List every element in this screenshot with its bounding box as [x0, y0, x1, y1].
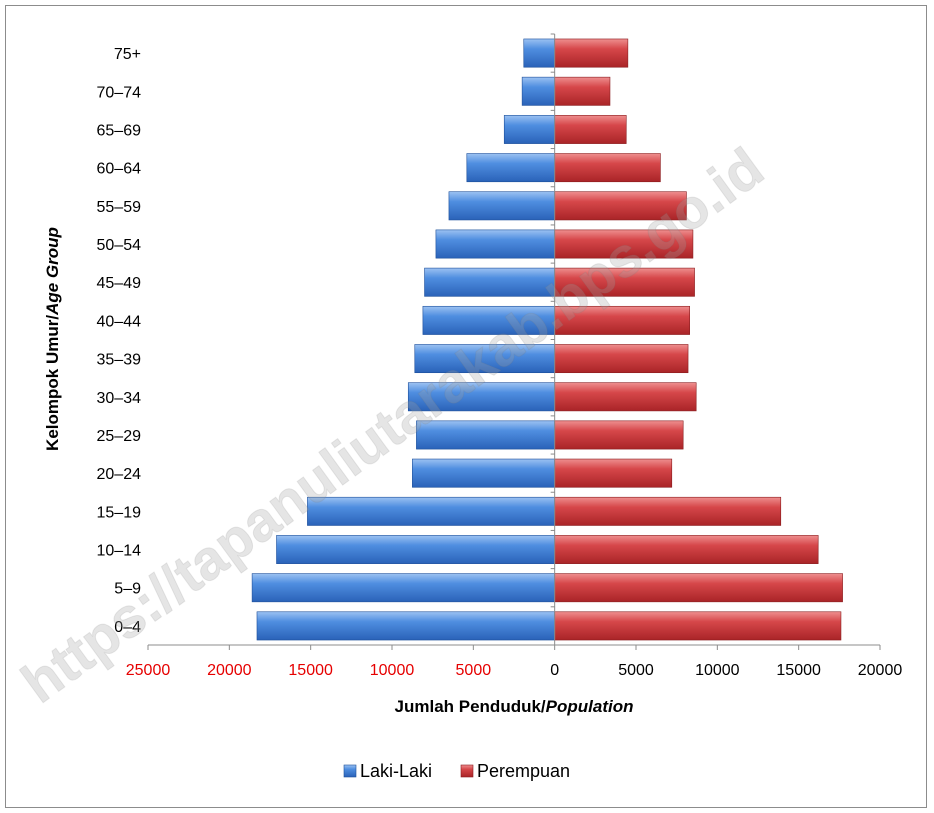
bar-laki-laki-1: [251, 573, 555, 603]
bar-laki-laki-4: [412, 458, 555, 488]
bar-perempuan-14: [554, 76, 611, 106]
axes-group: [147, 33, 881, 650]
bar-laki-laki-12: [466, 153, 555, 183]
bar-perempuan-11: [554, 191, 687, 221]
bar-laki-laki-7: [414, 344, 555, 374]
bar-laki-laki-3: [307, 496, 555, 526]
x-tick-label: 20000: [858, 662, 903, 679]
y-tick-label: 75+: [114, 46, 141, 63]
bar-laki-laki-11: [448, 191, 555, 221]
x-tick-label: 10000: [370, 662, 415, 679]
legend-label-laki-laki: Laki-Laki: [360, 761, 432, 781]
bar-perempuan-15: [554, 38, 629, 68]
x-tick-label: 10000: [695, 662, 740, 679]
legend-label-perempuan: Perempuan: [477, 761, 570, 781]
x-axis-title: Jumlah Penduduk/Population: [395, 697, 634, 716]
y-tick-label: 20–24: [97, 466, 142, 483]
bar-perempuan-10: [554, 229, 694, 259]
y-tick-label: 60–64: [97, 161, 142, 178]
bar-perempuan-7: [554, 344, 689, 374]
bar-laki-laki-9: [424, 267, 555, 297]
bar-laki-laki-5: [416, 420, 555, 450]
y-tick-label: 15–19: [97, 504, 142, 521]
bar-perempuan-9: [554, 267, 695, 297]
y-tick-labels: 0–4 5–9 10–14 15–19 20–24 25–29 30–34 35–39 40–4…: [97, 46, 142, 636]
bar-laki-laki-0: [256, 611, 555, 641]
x-tick-label: 15000: [776, 662, 821, 679]
bar-perempuan-0: [554, 611, 842, 641]
bar-perempuan-4: [554, 458, 673, 488]
y-tick-label: 55–59: [97, 199, 142, 216]
y-tick-label: 30–34: [97, 390, 142, 407]
bar-perempuan-2: [554, 535, 819, 564]
y-tick-label: 65–69: [97, 122, 142, 139]
x-tick-label: 15000: [288, 662, 333, 679]
x-tick-label: 25000: [126, 662, 171, 679]
y-tick-label: 10–14: [97, 543, 142, 560]
x-tick-labels: 25000 20000 15000 10000 5000 0 5000 10000 15000 2…: [126, 662, 903, 679]
bar-perempuan-3: [554, 496, 782, 526]
bar-laki-laki-8: [422, 305, 555, 335]
bar-perempuan-8: [554, 305, 690, 335]
x-tick-label: 0: [550, 662, 559, 679]
y-tick-label: 0–4: [114, 619, 141, 636]
y-tick-label: 5–9: [114, 581, 141, 598]
bar-laki-laki-14: [521, 76, 555, 106]
y-tick-label: 40–44: [97, 313, 142, 330]
bar-perempuan-12: [554, 153, 661, 183]
y-tick-label: 50–54: [97, 237, 142, 254]
bar-perempuan-5: [554, 420, 684, 450]
y-tick-label: 70–74: [97, 84, 142, 101]
bar-laki-laki-15: [523, 38, 555, 68]
bar-laki-laki-10: [435, 229, 555, 259]
y-axis-title: Kelompok Umur/Age Group: [43, 227, 62, 451]
bar-perempuan-13: [554, 115, 627, 144]
legend-swatch-laki-laki: [343, 764, 357, 778]
bar-laki-laki-2: [276, 535, 555, 564]
legend-swatch-perempuan: [460, 764, 474, 778]
legend: Laki-Laki Perempuan: [343, 761, 570, 781]
bar-laki-laki-6: [407, 382, 555, 412]
x-tick-label: 5000: [456, 662, 492, 679]
x-tick-label: 20000: [207, 662, 252, 679]
x-tick-label: 5000: [618, 662, 654, 679]
y-tick-label: 45–49: [97, 275, 142, 292]
bar-perempuan-6: [554, 382, 697, 412]
bar-perempuan-1: [554, 573, 843, 603]
y-tick-label: 25–29: [97, 428, 142, 445]
y-tick-label: 35–39: [97, 352, 142, 369]
bar-laki-laki-13: [503, 115, 555, 144]
